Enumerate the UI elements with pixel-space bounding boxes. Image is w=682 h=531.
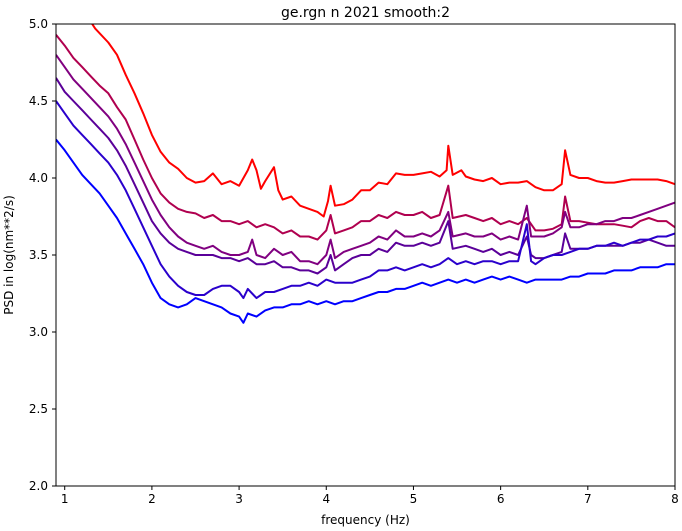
y-tick-label: 4.0: [29, 171, 48, 185]
y-tick-label: 3.0: [29, 325, 48, 339]
series-line-4: [56, 77, 675, 275]
y-axis-title: PSD in log(nm**2/s): [2, 195, 16, 315]
x-axis: 1 2 3 4 5 6 7 8: [61, 486, 679, 506]
series-line-5: [56, 100, 675, 300]
x-tick-label: 1: [61, 492, 69, 506]
series-layer: [56, 24, 675, 324]
x-tick-label: 6: [497, 492, 505, 506]
series-line-3: [56, 54, 675, 266]
x-tick-label: 3: [235, 492, 243, 506]
x-tick-label: 8: [671, 492, 679, 506]
series-line-6: [56, 138, 675, 324]
series-line-2: [56, 34, 675, 241]
x-tick-label: 4: [322, 492, 330, 506]
x-axis-title: frequency (Hz): [321, 513, 410, 527]
y-tick-label: 3.5: [29, 248, 48, 262]
x-tick-label: 5: [410, 492, 418, 506]
y-tick-label: 2.5: [29, 402, 48, 416]
series-line-1: [91, 24, 675, 218]
y-tick-label: 4.5: [29, 94, 48, 108]
y-axis: 2.0 2.5 3.0 3.5 4.0 4.5 5.0: [29, 17, 56, 493]
y-tick-label: 2.0: [29, 479, 48, 493]
x-tick-label: 7: [584, 492, 592, 506]
chart-title: ge.rgn n 2021 smooth:2: [281, 5, 450, 21]
y-tick-label: 5.0: [29, 17, 48, 31]
x-tick-label: 2: [148, 492, 156, 506]
